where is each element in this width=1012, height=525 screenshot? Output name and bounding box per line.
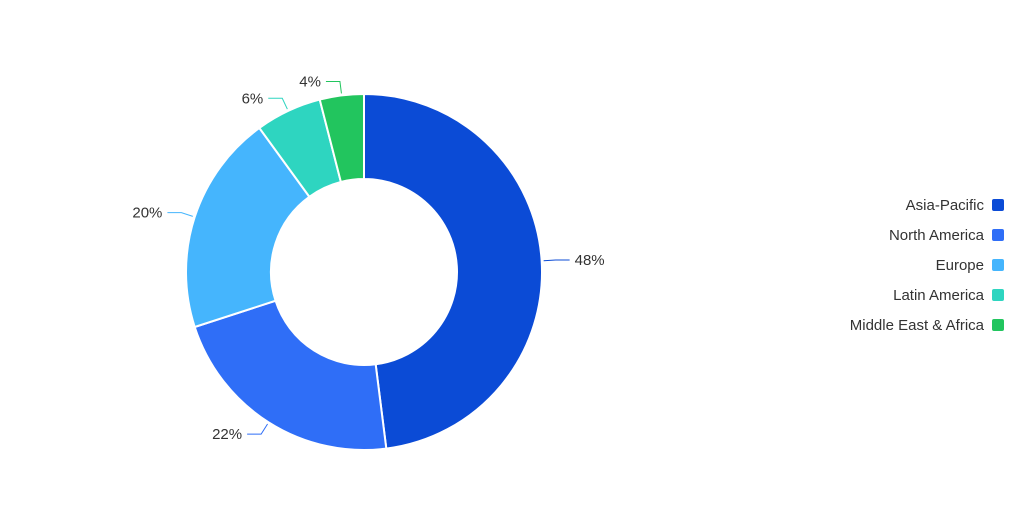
slice-percent-label: 22% — [212, 426, 242, 443]
slice-percent-label: 20% — [132, 205, 162, 222]
label-leader-line — [268, 97, 288, 110]
legend-item-middle-east-africa[interactable]: Middle East & Africa — [850, 310, 1004, 340]
legend-item-north-america[interactable]: North America — [850, 220, 1004, 250]
donut-slice-north-america[interactable] — [193, 299, 388, 451]
label-leader-line — [325, 81, 342, 94]
label-leader-line — [543, 259, 570, 262]
legend: Asia-Pacific North America Europe Latin … — [850, 190, 1004, 340]
donut-slice-europe[interactable] — [185, 126, 311, 329]
donut-slice-middle-east-africa[interactable] — [318, 92, 365, 184]
slice-percent-label: 4% — [299, 74, 321, 91]
label-leader-line — [247, 423, 268, 435]
legend-swatch-icon — [992, 199, 1004, 211]
legend-swatch-icon — [992, 229, 1004, 241]
legend-label: Asia-Pacific — [905, 196, 984, 214]
legend-label: North America — [888, 226, 984, 244]
label-leader-line — [167, 212, 193, 217]
slice-percent-label: 6% — [242, 90, 264, 107]
legend-label: Latin America — [893, 286, 984, 304]
legend-item-latin-america[interactable]: Latin America — [850, 280, 1004, 310]
legend-item-asia-pacific[interactable]: Asia-Pacific — [850, 190, 1004, 220]
legend-swatch-icon — [992, 319, 1004, 331]
legend-item-europe[interactable]: Europe — [850, 250, 1004, 280]
legend-swatch-icon — [992, 259, 1004, 271]
legend-swatch-icon — [992, 289, 1004, 301]
legend-label: Europe — [935, 256, 984, 274]
slice-percent-label: 48% — [575, 252, 605, 269]
donut-slice-asia-pacific[interactable] — [363, 92, 543, 450]
legend-label: Middle East & Africa — [849, 316, 984, 334]
